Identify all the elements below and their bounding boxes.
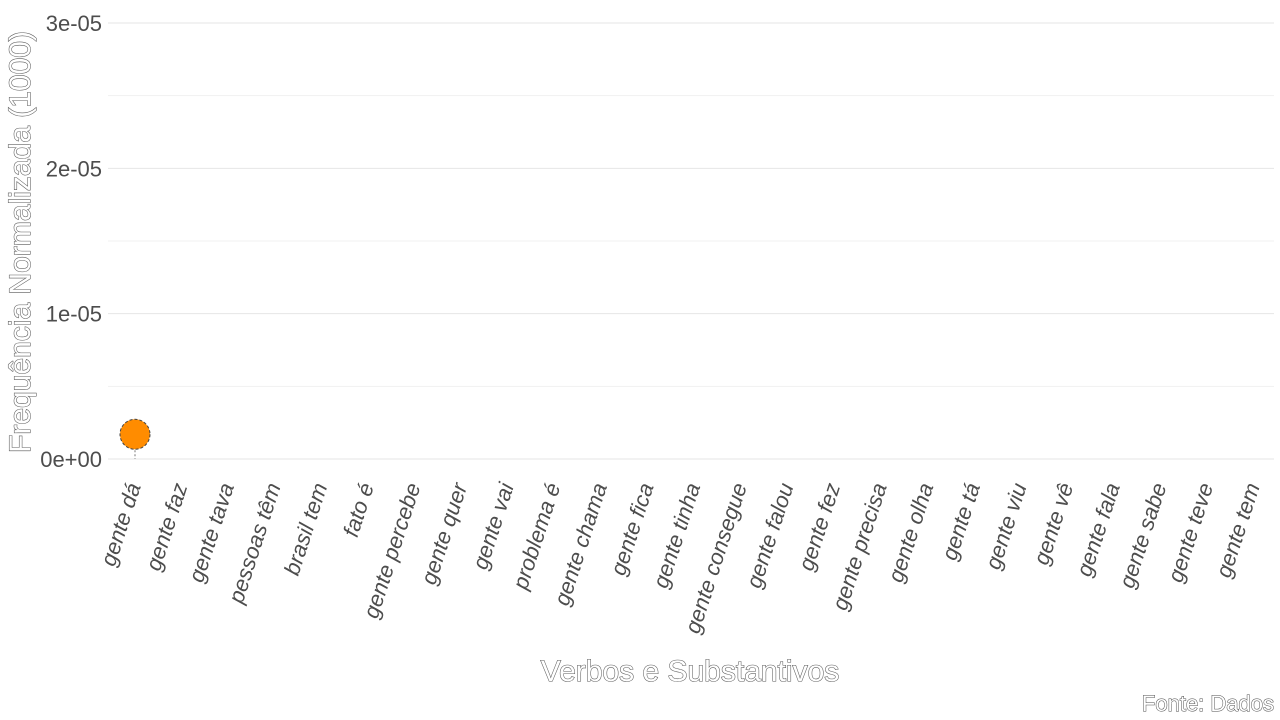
y-tick-label: 2e-05 <box>46 156 102 181</box>
x-tick-label: gente vê <box>1028 480 1078 568</box>
y-axis-tick-labels: 0e+00 1e-05 2e-05 3e-05 <box>40 11 102 472</box>
x-tick-label: gente fez <box>793 480 845 574</box>
x-tick-label: gente tá <box>937 480 985 563</box>
x-tick-label: fato é <box>338 480 379 540</box>
y-tick-label: 0e+00 <box>40 447 102 472</box>
y-axis-title: Frequência Normalizada (1000) <box>4 31 37 453</box>
x-tick-label: gente tava <box>183 480 239 585</box>
x-tick-label: brasil tem <box>279 480 332 578</box>
x-tick-label: gente fala <box>1071 480 1125 580</box>
grid-lines <box>108 22 1274 460</box>
x-axis-title: Verbos e Substantivos <box>541 655 840 688</box>
x-tick-label: gente teve <box>1163 480 1219 585</box>
data-point <box>119 418 151 450</box>
x-tick-label: gente dá <box>96 480 146 569</box>
y-tick-label: 3e-05 <box>46 11 102 36</box>
x-tick-label: gente faz <box>141 480 193 574</box>
x-tick-label: gente fica <box>605 480 658 578</box>
x-tick-label: gente falou <box>741 480 798 591</box>
chart-caption: Fonte: Dados <box>1142 691 1274 716</box>
x-tick-label: gente viu <box>980 480 1031 573</box>
x-tick-label: gente vai <box>467 479 519 573</box>
x-tick-label: gente olha <box>883 480 939 585</box>
y-tick-label: 1e-05 <box>46 302 102 327</box>
data-points <box>119 418 151 459</box>
x-tick-label: gente tem <box>1211 480 1265 581</box>
x-tick-label: gente quer <box>416 478 473 587</box>
